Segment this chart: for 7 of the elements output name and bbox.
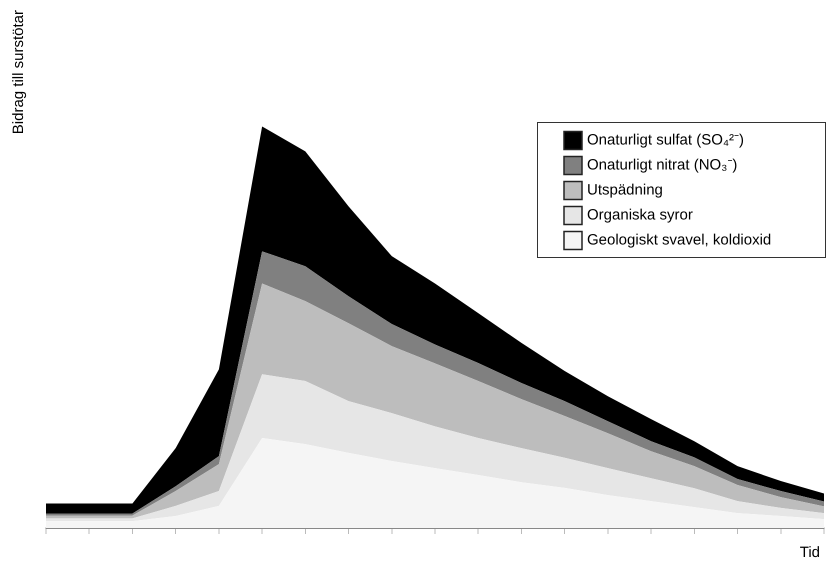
legend-label: Onaturligt sulfat (SO₄²⁻) xyxy=(587,132,744,149)
legend-label: Organiska syror xyxy=(587,206,693,224)
legend-label: Utspädning xyxy=(587,182,663,199)
legend-label: Onaturligt nitrat (NO₃⁻) xyxy=(587,156,738,174)
legend-label: Geologiskt svavel, koldioxid xyxy=(587,232,772,249)
x-axis-title: Tid xyxy=(800,544,820,561)
y-axis-title: Bidrag till surstötar xyxy=(10,10,27,134)
